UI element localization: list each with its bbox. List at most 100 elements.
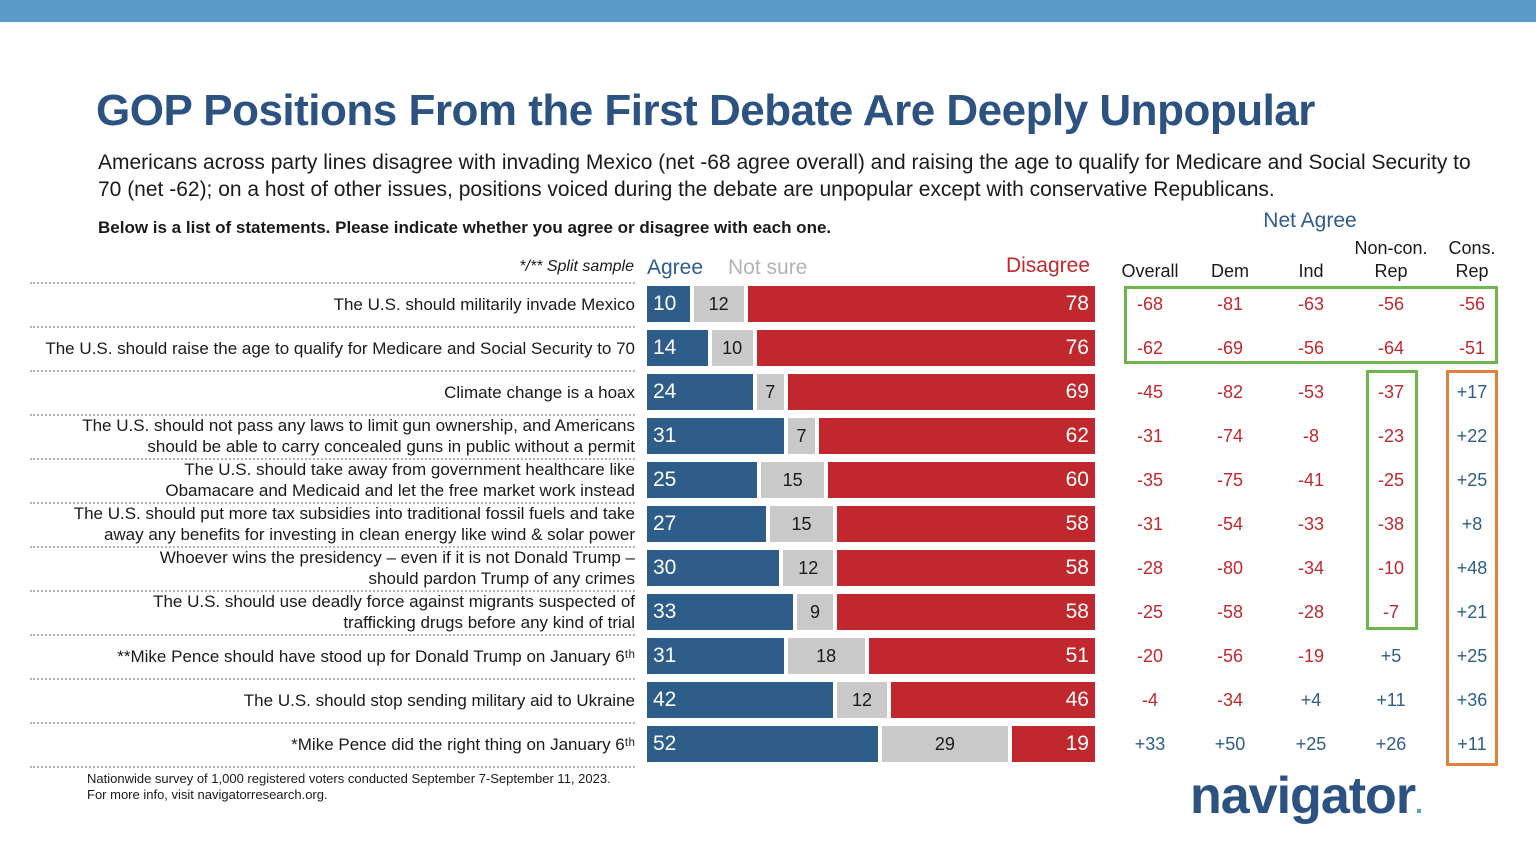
net-column-header: Ind xyxy=(1271,260,1351,283)
bar-agree: 10 xyxy=(647,286,690,322)
chart-row: The U.S. should raise the age to qualify… xyxy=(0,330,1536,374)
row-divider xyxy=(30,766,635,768)
bar-disagree: 46 xyxy=(890,682,1095,718)
row-divider xyxy=(30,370,635,372)
statement-line: The U.S. should raise the age to qualify… xyxy=(45,338,635,358)
net-column-header: Dem xyxy=(1190,260,1270,283)
net-agree-value: +25 xyxy=(1456,469,1488,490)
statement-text: Climate change is a hoax xyxy=(444,382,635,403)
bar-disagree: 51 xyxy=(868,638,1095,674)
bar-agree: 42 xyxy=(647,682,834,718)
net-agree-value: +26 xyxy=(1375,733,1407,754)
statement-text: The U.S. should use deadly force against… xyxy=(153,591,635,633)
bar-disagree: 60 xyxy=(828,462,1095,498)
net-agree-value: +25 xyxy=(1295,733,1327,754)
row-divider xyxy=(30,722,635,724)
net-agree-value: +4 xyxy=(1300,689,1322,710)
legend-disagree: Disagree xyxy=(1005,254,1090,277)
logo-text: navigator xyxy=(1190,767,1416,825)
column-header-line: Dem xyxy=(1210,261,1249,281)
net-agree-value: +25 xyxy=(1456,645,1488,666)
bar-disagree: 78 xyxy=(747,286,1095,322)
split-sample-note: */** Split sample xyxy=(519,258,634,275)
page-subtitle: Americans across party lines disagree wi… xyxy=(98,151,1471,201)
survey-question: Below is a list of statements. Please in… xyxy=(98,218,832,237)
net-agree-value: +36 xyxy=(1456,689,1488,710)
statement-line: away any benefits for investing in clean… xyxy=(103,525,635,544)
net-agree-value: -8 xyxy=(1302,425,1319,446)
bar-agree: 24 xyxy=(647,374,753,410)
net-agree-value: -28 xyxy=(1297,601,1324,622)
column-header-line: Cons. xyxy=(1448,238,1496,258)
row-divider xyxy=(30,590,635,592)
bar-not-sure: 9 xyxy=(796,594,834,630)
net-agree-value: -54 xyxy=(1216,513,1243,534)
net-agree-value: -7 xyxy=(1382,601,1399,622)
bar-disagree: 19 xyxy=(1011,726,1095,762)
bar-not-sure: 18 xyxy=(787,638,865,674)
net-agree-value: -58 xyxy=(1216,601,1243,622)
bar-not-sure: 7 xyxy=(787,418,816,454)
bar-not-sure: 15 xyxy=(761,462,825,498)
net-agree-value: -38 xyxy=(1377,513,1404,534)
statement-label: The U.S. should stop sending military ai… xyxy=(0,682,635,718)
bar-agree: 25 xyxy=(647,462,757,498)
net-agree-value: -74 xyxy=(1216,425,1243,446)
statement-line: Climate change is a hoax xyxy=(444,382,635,402)
net-agree-value: +17 xyxy=(1456,381,1488,402)
column-header-line: Ind xyxy=(1298,261,1324,281)
net-agree-value: -68 xyxy=(1136,293,1163,314)
row-divider xyxy=(30,282,635,284)
bar-not-sure: 12 xyxy=(783,550,834,586)
net-agree-value: -45 xyxy=(1136,381,1163,402)
net-agree-value: -41 xyxy=(1297,469,1324,490)
statement-text: The U.S. should stop sending military ai… xyxy=(244,690,635,711)
chart-row: **Mike Pence should have stood up for Do… xyxy=(0,638,1536,682)
net-agree-value: -4 xyxy=(1141,689,1158,710)
net-agree-value: -33 xyxy=(1297,513,1324,534)
statement-line: should pardon Trump of any crimes xyxy=(368,569,635,588)
statement-line: The U.S. should not pass any laws to lim… xyxy=(82,416,635,435)
bar-disagree: 58 xyxy=(837,550,1095,586)
net-agree-value: -10 xyxy=(1377,557,1404,578)
row-divider xyxy=(30,634,635,636)
chart-row: *Mike Pence did the right thing on Janua… xyxy=(0,726,1536,770)
net-agree-value: -53 xyxy=(1297,381,1324,402)
chart-row: The U.S. should use deadly force against… xyxy=(0,591,1536,638)
net-agree-value: +48 xyxy=(1456,557,1488,578)
statement-label: The U.S. should put more tax subsidies i… xyxy=(0,504,635,544)
statement-label: The U.S. should take away from governmen… xyxy=(0,459,635,501)
highlight-box-non-con-rep xyxy=(1366,370,1418,630)
statement-line: The U.S. should stop sending military ai… xyxy=(243,690,635,710)
statement-text: The U.S. should take away from governmen… xyxy=(165,459,635,501)
net-agree-value: +8 xyxy=(1461,513,1483,534)
chart-row: The U.S. should stop sending military ai… xyxy=(0,682,1536,726)
net-agree-value: -19 xyxy=(1297,645,1324,666)
statement-label: The U.S. should raise the age to qualify… xyxy=(0,330,635,366)
statement-text: **Mike Pence should have stood up for Do… xyxy=(117,646,635,667)
net-agree-value: -51 xyxy=(1458,337,1485,358)
row-divider xyxy=(30,502,635,504)
statement-label: Climate change is a hoax xyxy=(0,374,635,410)
net-agree-value: -56 xyxy=(1377,293,1404,314)
statement-label: *Mike Pence did the right thing on Janua… xyxy=(0,726,635,762)
statement-line: Obamacare and Medicaid and let the free … xyxy=(165,481,635,500)
bar-disagree: 76 xyxy=(756,330,1095,366)
statement-text: The U.S. should militarily invade Mexico xyxy=(334,294,635,315)
row-divider xyxy=(30,546,635,548)
bar-not-sure: 29 xyxy=(881,726,1008,762)
net-agree-value: -28 xyxy=(1136,557,1163,578)
footnote-line: For more info, visit navigatorresearch.o… xyxy=(87,787,328,802)
net-agree-value: -81 xyxy=(1216,293,1243,314)
bar-not-sure: 7 xyxy=(756,374,784,410)
highlight-box-all-groups xyxy=(1124,286,1498,364)
statement-text: The U.S. should not pass any laws to lim… xyxy=(82,415,635,457)
bar-agree: 14 xyxy=(647,330,708,366)
bar-disagree: 58 xyxy=(837,506,1095,542)
net-agree-value: -62 xyxy=(1136,337,1163,358)
net-agree-value: -37 xyxy=(1377,381,1404,402)
bar-agree: 30 xyxy=(647,550,780,586)
net-agree-value: -56 xyxy=(1216,645,1243,666)
chart-row: The U.S. should militarily invade Mexico… xyxy=(0,286,1536,330)
logo-dot: . xyxy=(1415,788,1423,819)
